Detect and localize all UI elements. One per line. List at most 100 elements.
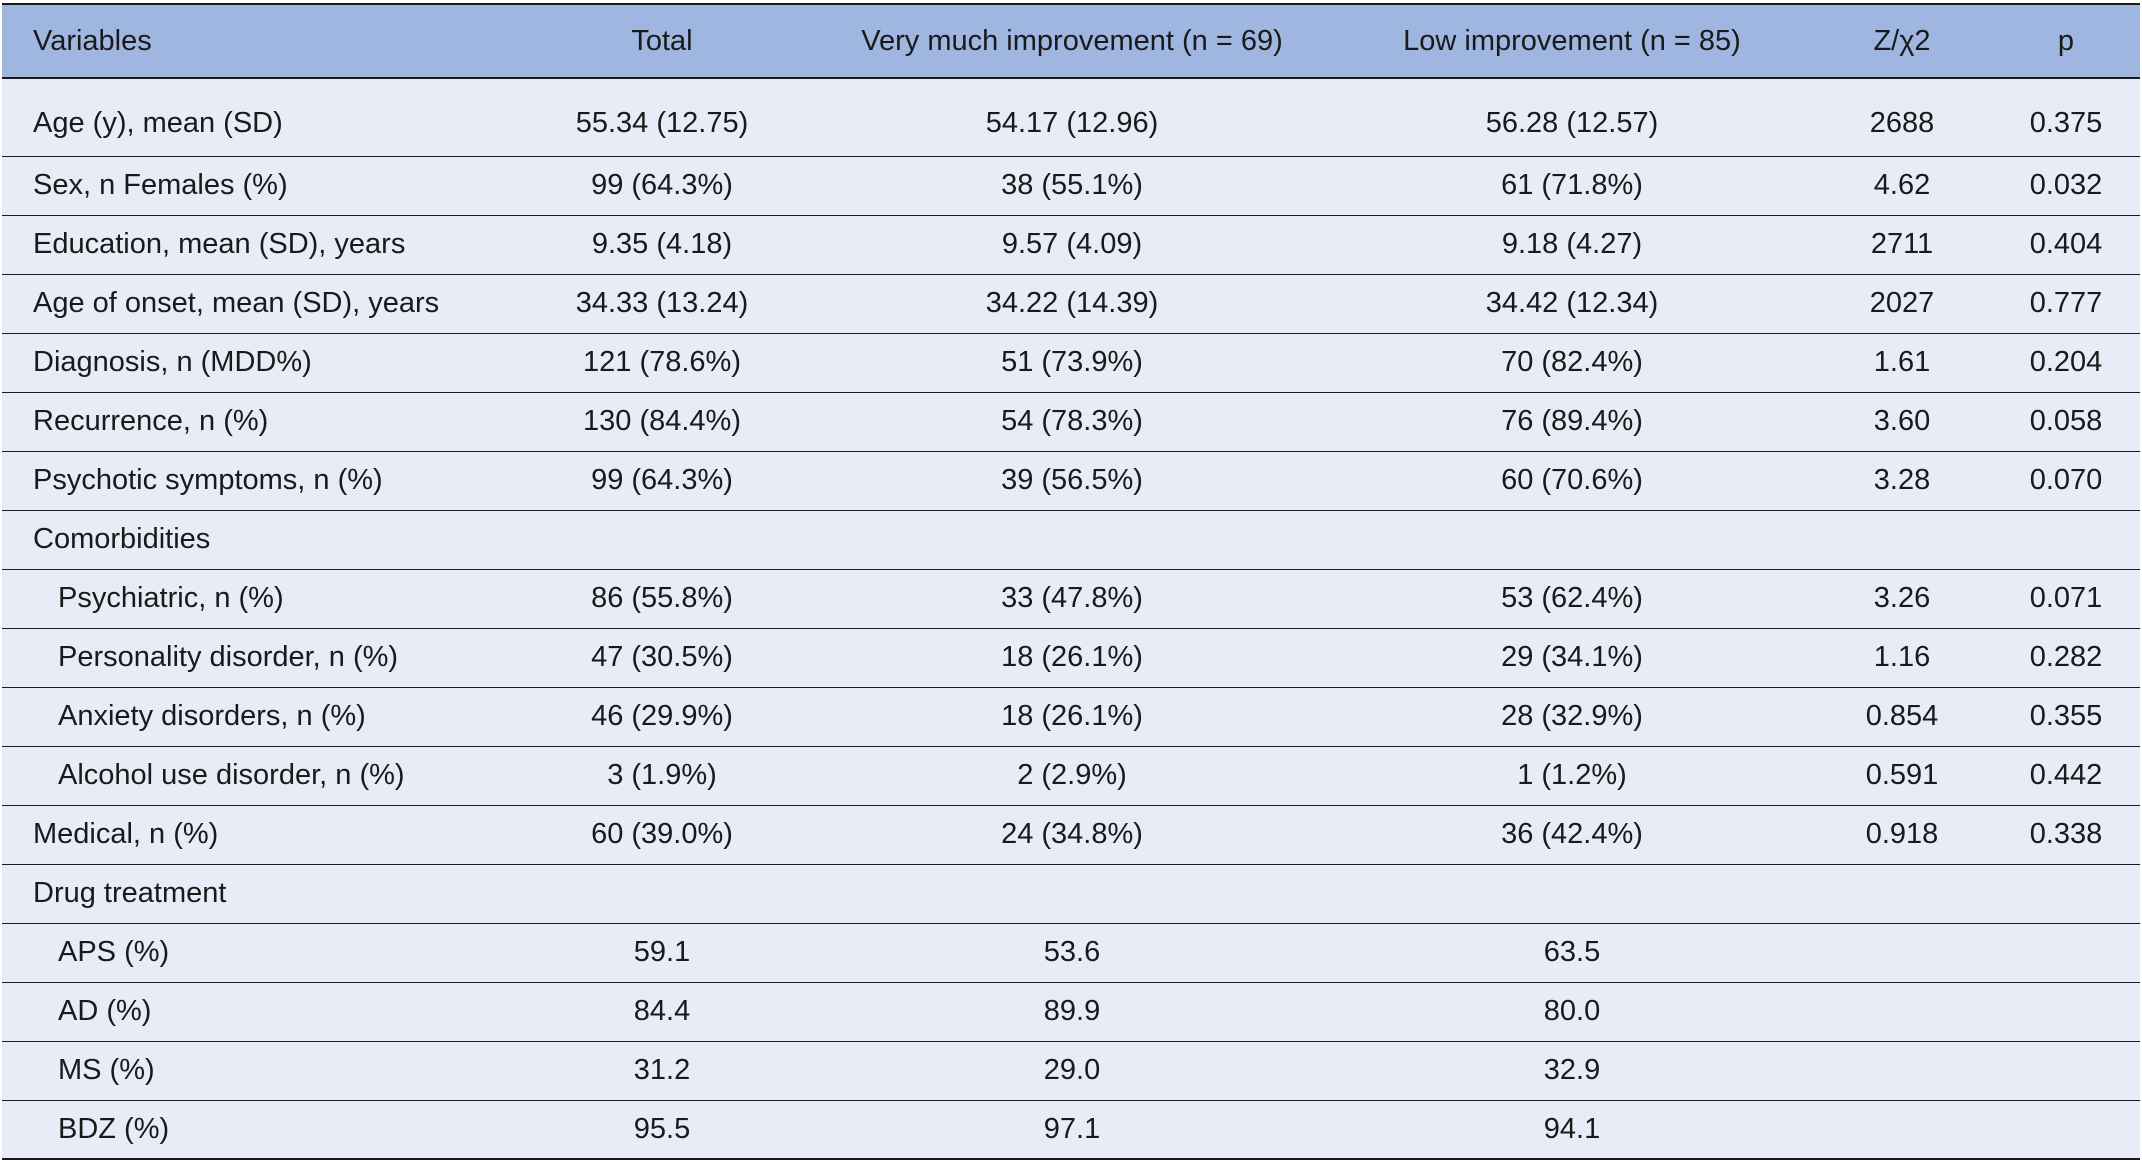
cell-p-value: 0.032 <box>1992 155 2140 215</box>
table-row: Age of onset, mean (SD), years 34.33 (13.… <box>2 273 2140 333</box>
table-row: Sex, n Females (%) 99 (64.3%) 38 (55.1%) 61… <box>2 155 2140 215</box>
cell-p-value: 0.282 <box>1992 627 2140 687</box>
row-label: Psychiatric, n (%) <box>2 568 512 628</box>
cell-very-much-improvement: 53.6 <box>812 922 1332 982</box>
cell-total: 99 (64.3%) <box>512 450 812 510</box>
cell-very-much-improvement: 2 (2.9%) <box>812 745 1332 805</box>
cell-very-much-improvement: 51 (73.9%) <box>812 332 1332 392</box>
cell-low-improvement: 80.0 <box>1332 981 1812 1041</box>
cell-very-much-improvement: 54.17 (12.96) <box>985 106 1159 139</box>
table-row: Diagnosis, n (MDD%) 121 (78.6%) 51 (73.9%)… <box>2 332 2140 392</box>
table-header-row: Variables Total Very much improvement (n… <box>2 3 2140 79</box>
row-label: Drug treatment <box>2 863 512 923</box>
cell-test-statistic: 0.591 <box>1812 745 1992 805</box>
cell-low-improvement: 63.5 <box>1332 922 1812 982</box>
cell-very-much-improvement: 33 (47.8%) <box>812 568 1332 628</box>
cell-total: 84.4 <box>512 981 812 1041</box>
cell-low-improvement: 1 (1.2%) <box>1332 745 1812 805</box>
cell-very-much-improvement: 18 (26.1%) <box>812 627 1332 687</box>
cell-total: 46 (29.9%) <box>512 686 812 746</box>
cell-very-much-improvement: 24 (34.8%) <box>812 804 1332 864</box>
row-label: Comorbidities <box>2 509 512 569</box>
cell-low-improvement: 70 (82.4%) <box>1332 332 1812 392</box>
cell-p-value <box>1992 1040 2140 1100</box>
cell-test-statistic: 3.60 <box>1812 391 1992 451</box>
cell-p-value: 0.375 <box>2029 106 2103 139</box>
cell-very-much-improvement: 54 (78.3%) <box>812 391 1332 451</box>
cell-low-improvement: 28 (32.9%) <box>1332 686 1812 746</box>
header-very-much-improvement: Very much improvement (n = 69) <box>812 3 1332 79</box>
cell-test-statistic: 0.918 <box>1812 804 1992 864</box>
cell-total <box>512 863 812 923</box>
cell-p-value: 0.442 <box>1992 745 2140 805</box>
cell-low-improvement: 94.1 <box>1332 1099 1812 1159</box>
cell-p-value: 0.338 <box>1992 804 2140 864</box>
cell-very-much-improvement: 39 (56.5%) <box>812 450 1332 510</box>
cell-low-improvement: 53 (62.4%) <box>1332 568 1812 628</box>
table-row: Alcohol use disorder, n (%) 3 (1.9%) 2 (2.… <box>2 745 2140 805</box>
row-label: AD (%) <box>2 981 512 1041</box>
table-row: Drug treatment <box>2 863 2140 923</box>
cell-total: 55.34 (12.75) <box>575 106 749 139</box>
cell-test-statistic <box>1812 981 1992 1041</box>
cell-total: 99 (64.3%) <box>512 155 812 215</box>
cell-total: 86 (55.8%) <box>512 568 812 628</box>
characteristics-table: Variables Total Very much improvement (n… <box>2 3 2140 1160</box>
header-test-statistic: Z/χ2 <box>1812 3 1992 79</box>
table-body: Age (y), mean (SD) 55.34 (12.75) 54.17 (12… <box>2 78 2140 1159</box>
table-row: AD (%) 84.4 89.9 80.0 <box>2 981 2140 1041</box>
cell-p-value: 0.355 <box>1992 686 2140 746</box>
cell-total: 47 (30.5%) <box>512 627 812 687</box>
cell-test-statistic: 3.28 <box>1812 450 1992 510</box>
cell-total <box>512 509 812 569</box>
cell-low-improvement: 60 (70.6%) <box>1332 450 1812 510</box>
cell-low-improvement: 36 (42.4%) <box>1332 804 1812 864</box>
row-label: Personality disorder, n (%) <box>2 627 512 687</box>
cell-p-value: 0.071 <box>1992 568 2140 628</box>
cell-total: 60 (39.0%) <box>512 804 812 864</box>
cell-low-improvement: 56.28 (12.57) <box>1485 106 1659 139</box>
cell-very-much-improvement <box>812 509 1332 569</box>
cell-test-statistic <box>1812 922 1992 982</box>
row-label: Sex, n Females (%) <box>2 155 512 215</box>
cell-low-improvement: 29 (34.1%) <box>1332 627 1812 687</box>
cell-low-improvement <box>1332 863 1812 923</box>
cell-p-value: 0.070 <box>1992 450 2140 510</box>
cell-p-value: 0.404 <box>1992 214 2140 274</box>
table-row: APS (%) 59.1 53.6 63.5 <box>2 922 2140 982</box>
cell-very-much-improvement: 34.22 (14.39) <box>812 273 1332 333</box>
cell-test-statistic: 4.62 <box>1812 155 1992 215</box>
table-row: Psychiatric, n (%) 86 (55.8%) 33 (47.8%) 53… <box>2 568 2140 628</box>
cell-total: 130 (84.4%) <box>512 391 812 451</box>
header-variables: Variables <box>2 3 512 79</box>
cell-total: 3 (1.9%) <box>512 745 812 805</box>
row-label: Age of onset, mean (SD), years <box>2 273 512 333</box>
header-p-value: p <box>1992 3 2140 79</box>
cell-very-much-improvement: 29.0 <box>812 1040 1332 1100</box>
row-label: Diagnosis, n (MDD%) <box>2 332 512 392</box>
cell-test-statistic <box>1812 1040 1992 1100</box>
cell-very-much-improvement: 9.57 (4.09) <box>812 214 1332 274</box>
cell-total: 34.33 (13.24) <box>512 273 812 333</box>
cell-very-much-improvement: 97.1 <box>812 1099 1332 1159</box>
cell-p-value <box>1992 922 2140 982</box>
cell-p-value: 0.777 <box>1992 273 2140 333</box>
cell-test-statistic: 3.26 <box>1812 568 1992 628</box>
table-row: Anxiety disorders, n (%) 46 (29.9%) 18 (26… <box>2 686 2140 746</box>
cell-total: 95.5 <box>512 1099 812 1159</box>
cell-p-value <box>1992 981 2140 1041</box>
cell-low-improvement: 32.9 <box>1332 1040 1812 1100</box>
cell-test-statistic: 2688 <box>1869 106 1935 139</box>
row-label: Medical, n (%) <box>2 804 512 864</box>
table-row: Psychotic symptoms, n (%) 99 (64.3%) 39 (5… <box>2 450 2140 510</box>
cell-total: 59.1 <box>512 922 812 982</box>
cell-test-statistic: 2711 <box>1812 214 1992 274</box>
cell-very-much-improvement <box>812 863 1332 923</box>
cell-test-statistic <box>1812 1099 1992 1159</box>
cell-very-much-improvement: 18 (26.1%) <box>812 686 1332 746</box>
cell-low-improvement: 9.18 (4.27) <box>1332 214 1812 274</box>
cell-total: 9.35 (4.18) <box>512 214 812 274</box>
table-row: Recurrence, n (%) 130 (84.4%) 54 (78.3%) 76… <box>2 391 2140 451</box>
table-row: Medical, n (%) 60 (39.0%) 24 (34.8%) 36 (42… <box>2 804 2140 864</box>
table-row: MS (%) 31.2 29.0 32.9 <box>2 1040 2140 1100</box>
